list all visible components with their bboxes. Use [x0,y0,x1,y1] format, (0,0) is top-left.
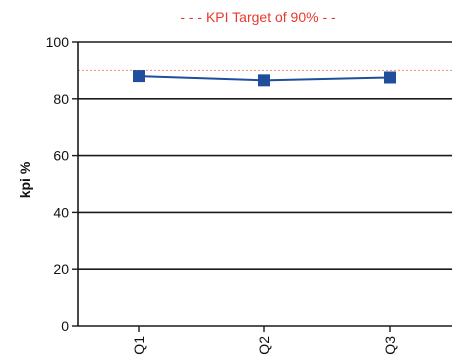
x-tick-label-q3: Q3 [382,336,398,355]
data-point-q1 [133,70,145,83]
kpi-target-label: - - - KPI Target of 90% - - [180,9,336,25]
y-tick-label-40: 40 [53,204,69,220]
series-markers [133,70,396,87]
grid-layer [72,41,452,327]
y-tick-label-60: 60 [53,148,69,164]
y-tick-label-20: 20 [53,261,69,277]
data-point-q2 [258,74,270,87]
y-tick-labels: 0 20 40 60 80 100 [46,34,70,334]
y-tick-label-100: 100 [46,34,70,50]
x-tick-labels: Q1 Q2 Q3 [131,326,398,355]
y-tick-label-0: 0 [61,318,69,334]
x-tick-label-q1: Q1 [131,336,147,355]
y-axis-label: kpi % [17,161,33,198]
y-tick-label-80: 80 [53,91,69,107]
data-point-q3 [384,71,396,84]
x-tick-label-q2: Q2 [256,336,272,355]
